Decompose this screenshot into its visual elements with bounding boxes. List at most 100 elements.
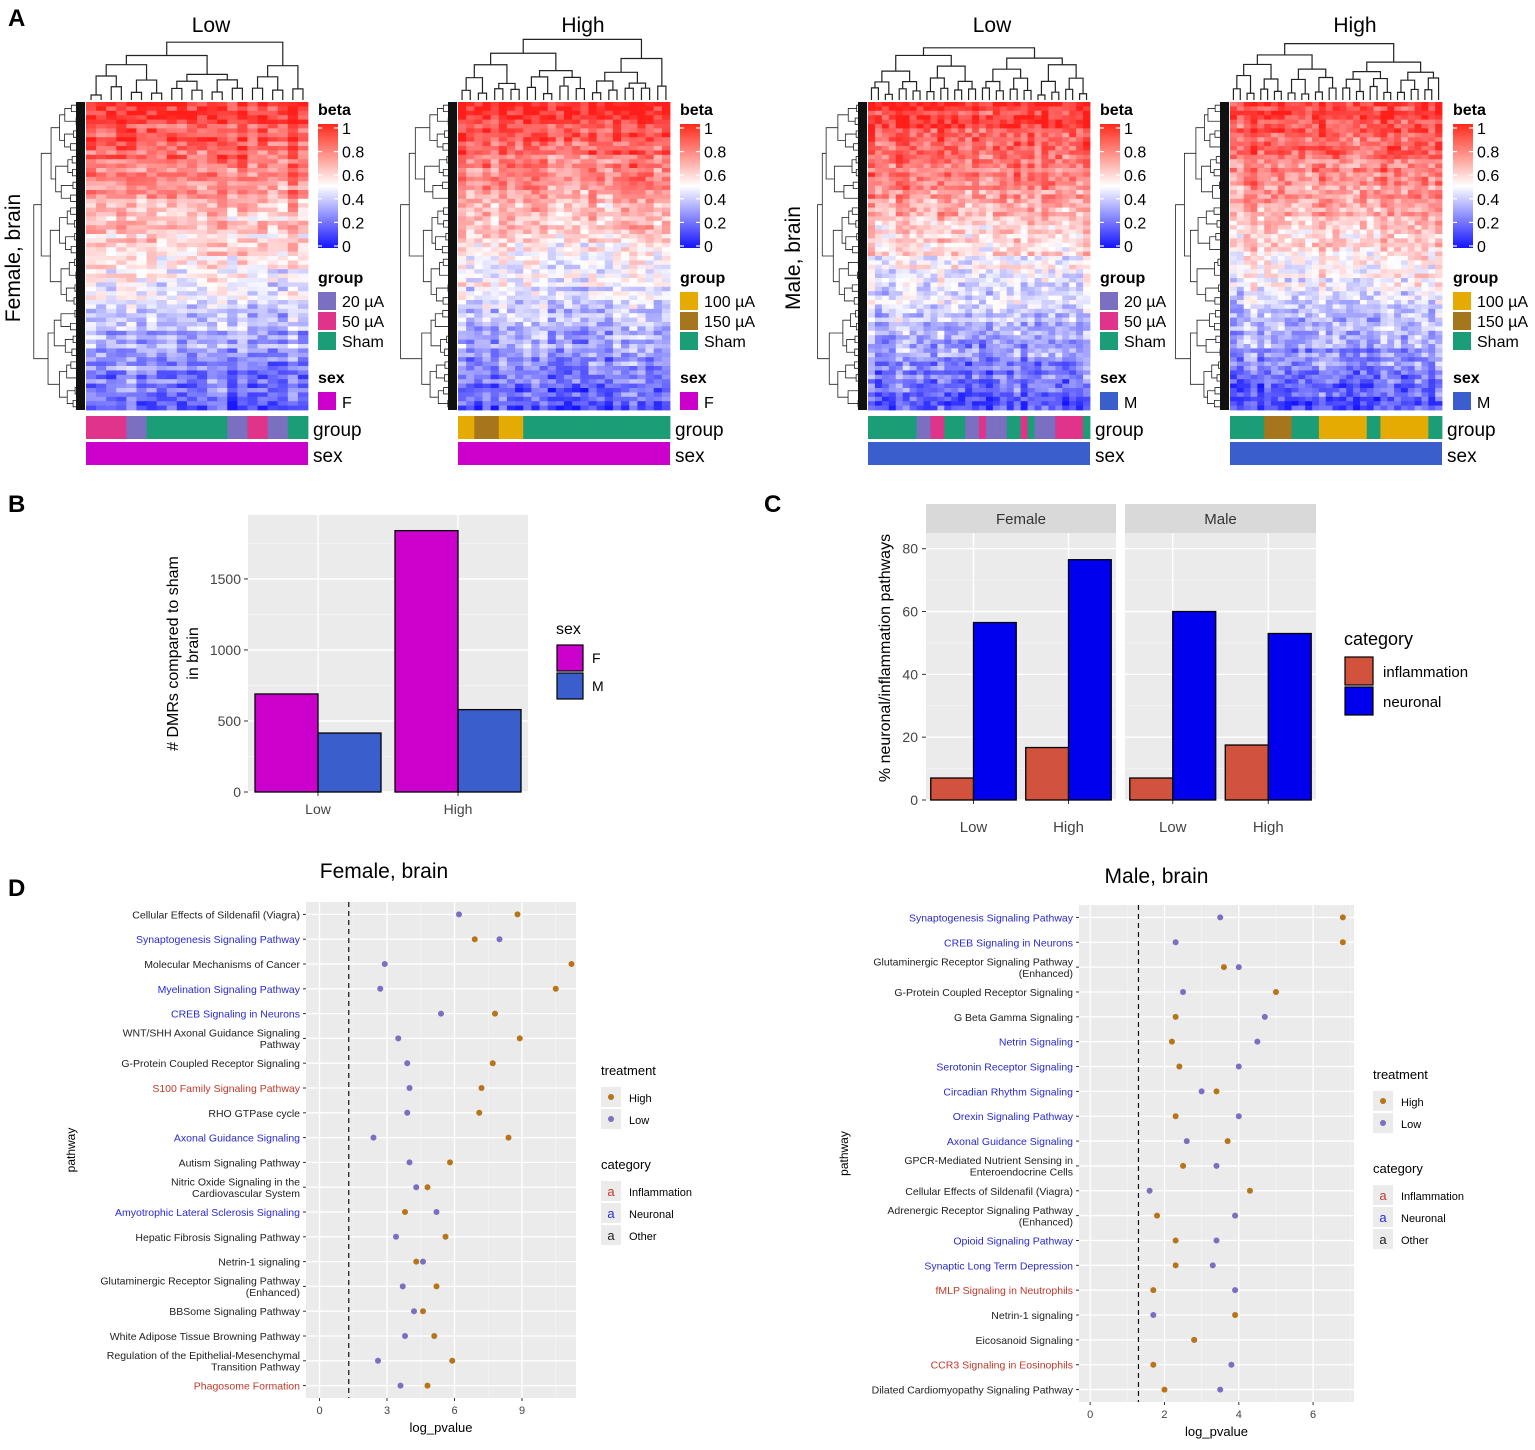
heatmap-cell — [979, 110, 987, 116]
heatmap-cell — [999, 159, 1008, 164]
heatmap-cell — [96, 242, 107, 248]
heatmap-cell — [580, 163, 589, 169]
heatmap-cell — [498, 247, 508, 252]
heatmap-cell — [951, 212, 959, 217]
heatmap-cell — [596, 361, 606, 367]
heatmap-cell — [874, 146, 883, 151]
heatmap-cell — [176, 220, 188, 226]
heatmap-cell — [146, 172, 158, 178]
heatmap-cell — [277, 260, 289, 266]
heatmap-cell — [237, 207, 248, 213]
heatmap-cell — [564, 185, 573, 191]
heatmap-cell — [930, 247, 938, 252]
heatmap-cell — [96, 102, 107, 107]
heatmap-cell — [86, 344, 97, 349]
heatmap-cell — [297, 304, 309, 310]
heatmap-cell — [277, 181, 289, 186]
heatmap-cell — [126, 379, 137, 384]
heatmap-cell — [547, 313, 557, 318]
heatmap-cell — [965, 102, 973, 107]
heatmap-cell — [257, 322, 269, 327]
heatmap-cell — [116, 119, 127, 125]
heatmap-cell — [999, 225, 1008, 230]
heatmap-cell — [572, 269, 581, 274]
heatmap-cell — [237, 379, 248, 384]
heatmap-cell — [490, 229, 500, 235]
heatmap-cell — [629, 264, 638, 270]
dendrogram-branch — [461, 89, 471, 100]
heatmap-cell — [523, 286, 532, 292]
heatmap-cell — [490, 366, 500, 371]
heatmap-cell — [1083, 124, 1091, 129]
heatmap-cell — [965, 260, 973, 266]
group-annotation-cell — [176, 416, 188, 439]
heatmap-cell — [958, 159, 966, 164]
heatmap-cell — [297, 216, 309, 222]
heatmap-cell — [612, 146, 622, 151]
heatmap-cell — [297, 185, 309, 191]
heatmap-cell — [958, 220, 966, 226]
heatmap-cell — [972, 220, 980, 226]
heatmap-cell — [86, 203, 97, 208]
heatmap-cell — [166, 229, 178, 235]
heatmap-cell — [1006, 115, 1015, 120]
heatmap-cell — [539, 216, 549, 222]
heatmap-cell — [916, 238, 924, 244]
heatmap-cell — [547, 207, 557, 213]
heatmap-cell — [156, 348, 168, 354]
heatmap-cell — [523, 203, 532, 208]
heatmap-cell — [881, 172, 890, 178]
heatmap-cell — [207, 313, 218, 318]
heatmap-cell — [217, 396, 228, 402]
heatmap-cell — [637, 102, 646, 107]
heatmap-cell — [1083, 163, 1091, 169]
heatmap-cell — [909, 124, 917, 129]
heatmap-cell — [186, 401, 198, 406]
heatmap-cell — [645, 203, 655, 208]
heatmap-cell — [515, 137, 524, 142]
heatmap-cell — [937, 203, 945, 208]
heatmap-cell — [227, 251, 238, 257]
heatmap-cell — [999, 229, 1008, 235]
heatmap-cell — [116, 326, 127, 332]
heatmap-cell — [116, 181, 127, 186]
heatmap-cell — [490, 264, 500, 270]
heatmap-cell — [958, 150, 966, 156]
heatmap-cell — [881, 185, 890, 191]
heatmap-cell — [604, 163, 614, 169]
heatmap-cell — [1013, 212, 1022, 217]
heatmap-cell — [217, 124, 228, 129]
heatmap-cell — [1027, 185, 1035, 191]
heatmap-cell — [629, 234, 638, 239]
heatmap-cell — [1055, 256, 1063, 261]
dendrogram-branch — [442, 143, 452, 151]
heatmap-cell — [539, 344, 549, 349]
heatmap-cell — [1055, 163, 1063, 169]
heatmap-cell — [937, 137, 945, 142]
heatmap-cell — [604, 317, 614, 323]
heatmap-cell — [1020, 176, 1028, 182]
heatmap-cell — [458, 212, 467, 217]
heatmap-cell — [207, 194, 218, 200]
heatmap-cell — [868, 198, 876, 204]
heatmap-cell — [458, 383, 467, 389]
heatmap-cell — [1055, 159, 1063, 164]
dendrogram-branch — [66, 364, 77, 379]
heatmap-cell — [1076, 198, 1084, 204]
heatmap-cell — [888, 128, 897, 134]
heatmap-cell — [1076, 242, 1084, 248]
heatmap-cell — [555, 401, 565, 406]
heatmap-cell — [176, 405, 188, 411]
heatmap-cell — [916, 273, 924, 279]
heatmap-cell — [482, 361, 492, 367]
heatmap-cell — [1055, 269, 1063, 274]
row-label-male: Male, brain — [782, 206, 805, 310]
heatmap-cell — [277, 102, 289, 107]
heatmap-cell — [277, 163, 289, 169]
heatmap-cell — [186, 278, 198, 283]
heatmap-cell — [1069, 203, 1077, 208]
heatmap-cell — [482, 282, 492, 288]
heatmap-cell — [1048, 115, 1056, 120]
heatmap-cell — [1076, 225, 1084, 230]
heatmap-cell — [197, 401, 208, 406]
